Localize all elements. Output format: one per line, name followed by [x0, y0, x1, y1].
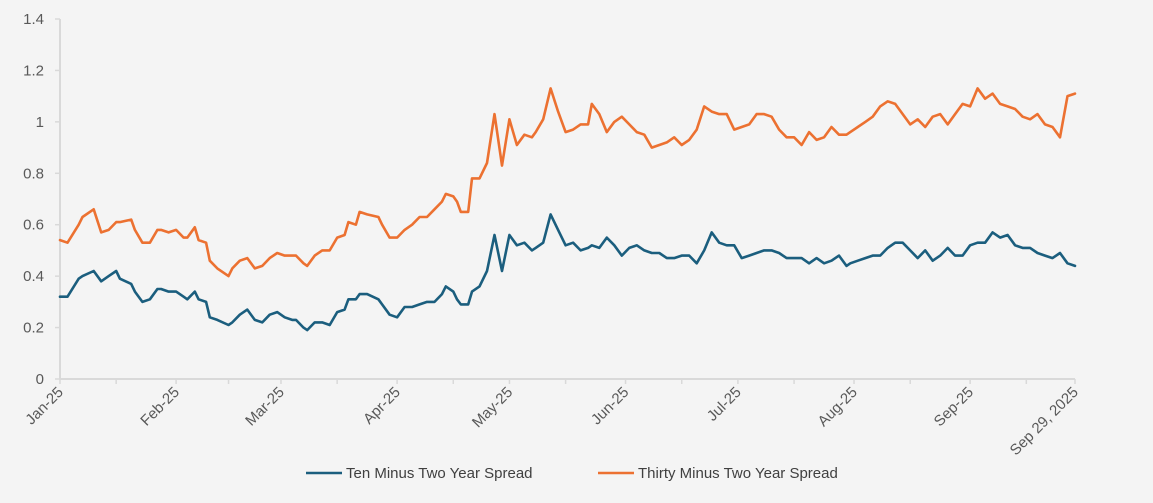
- y-tick-label: 0.8: [23, 165, 44, 182]
- legend-item: Thirty Minus Two Year Spread: [598, 465, 838, 482]
- y-tick-label: 1.4: [23, 11, 44, 28]
- y-tick-label: 1: [36, 114, 44, 131]
- y-tick-label: 0.6: [23, 217, 44, 234]
- legend-label: Thirty Minus Two Year Spread: [638, 465, 838, 482]
- y-tick-label: 0: [36, 371, 44, 388]
- legend: Ten Minus Two Year Spread Thirty Minus Tw…: [306, 465, 838, 482]
- y-tick-label: 0.4: [23, 268, 44, 285]
- series-line-thirty-minus-two: [58, 87, 1077, 278]
- y-tick-label: 0.2: [23, 320, 44, 337]
- legend-item: Ten Minus Two Year Spread: [306, 465, 533, 482]
- series-layer: [58, 87, 1077, 332]
- y-tick-label: 1.2: [23, 62, 44, 79]
- y-axis: 0 0.2 0.4 0.6 0.8 1 1.2 1.4: [23, 11, 61, 388]
- legend-label: Ten Minus Two Year Spread: [346, 465, 533, 482]
- series-line-ten-minus-two: [58, 213, 1077, 332]
